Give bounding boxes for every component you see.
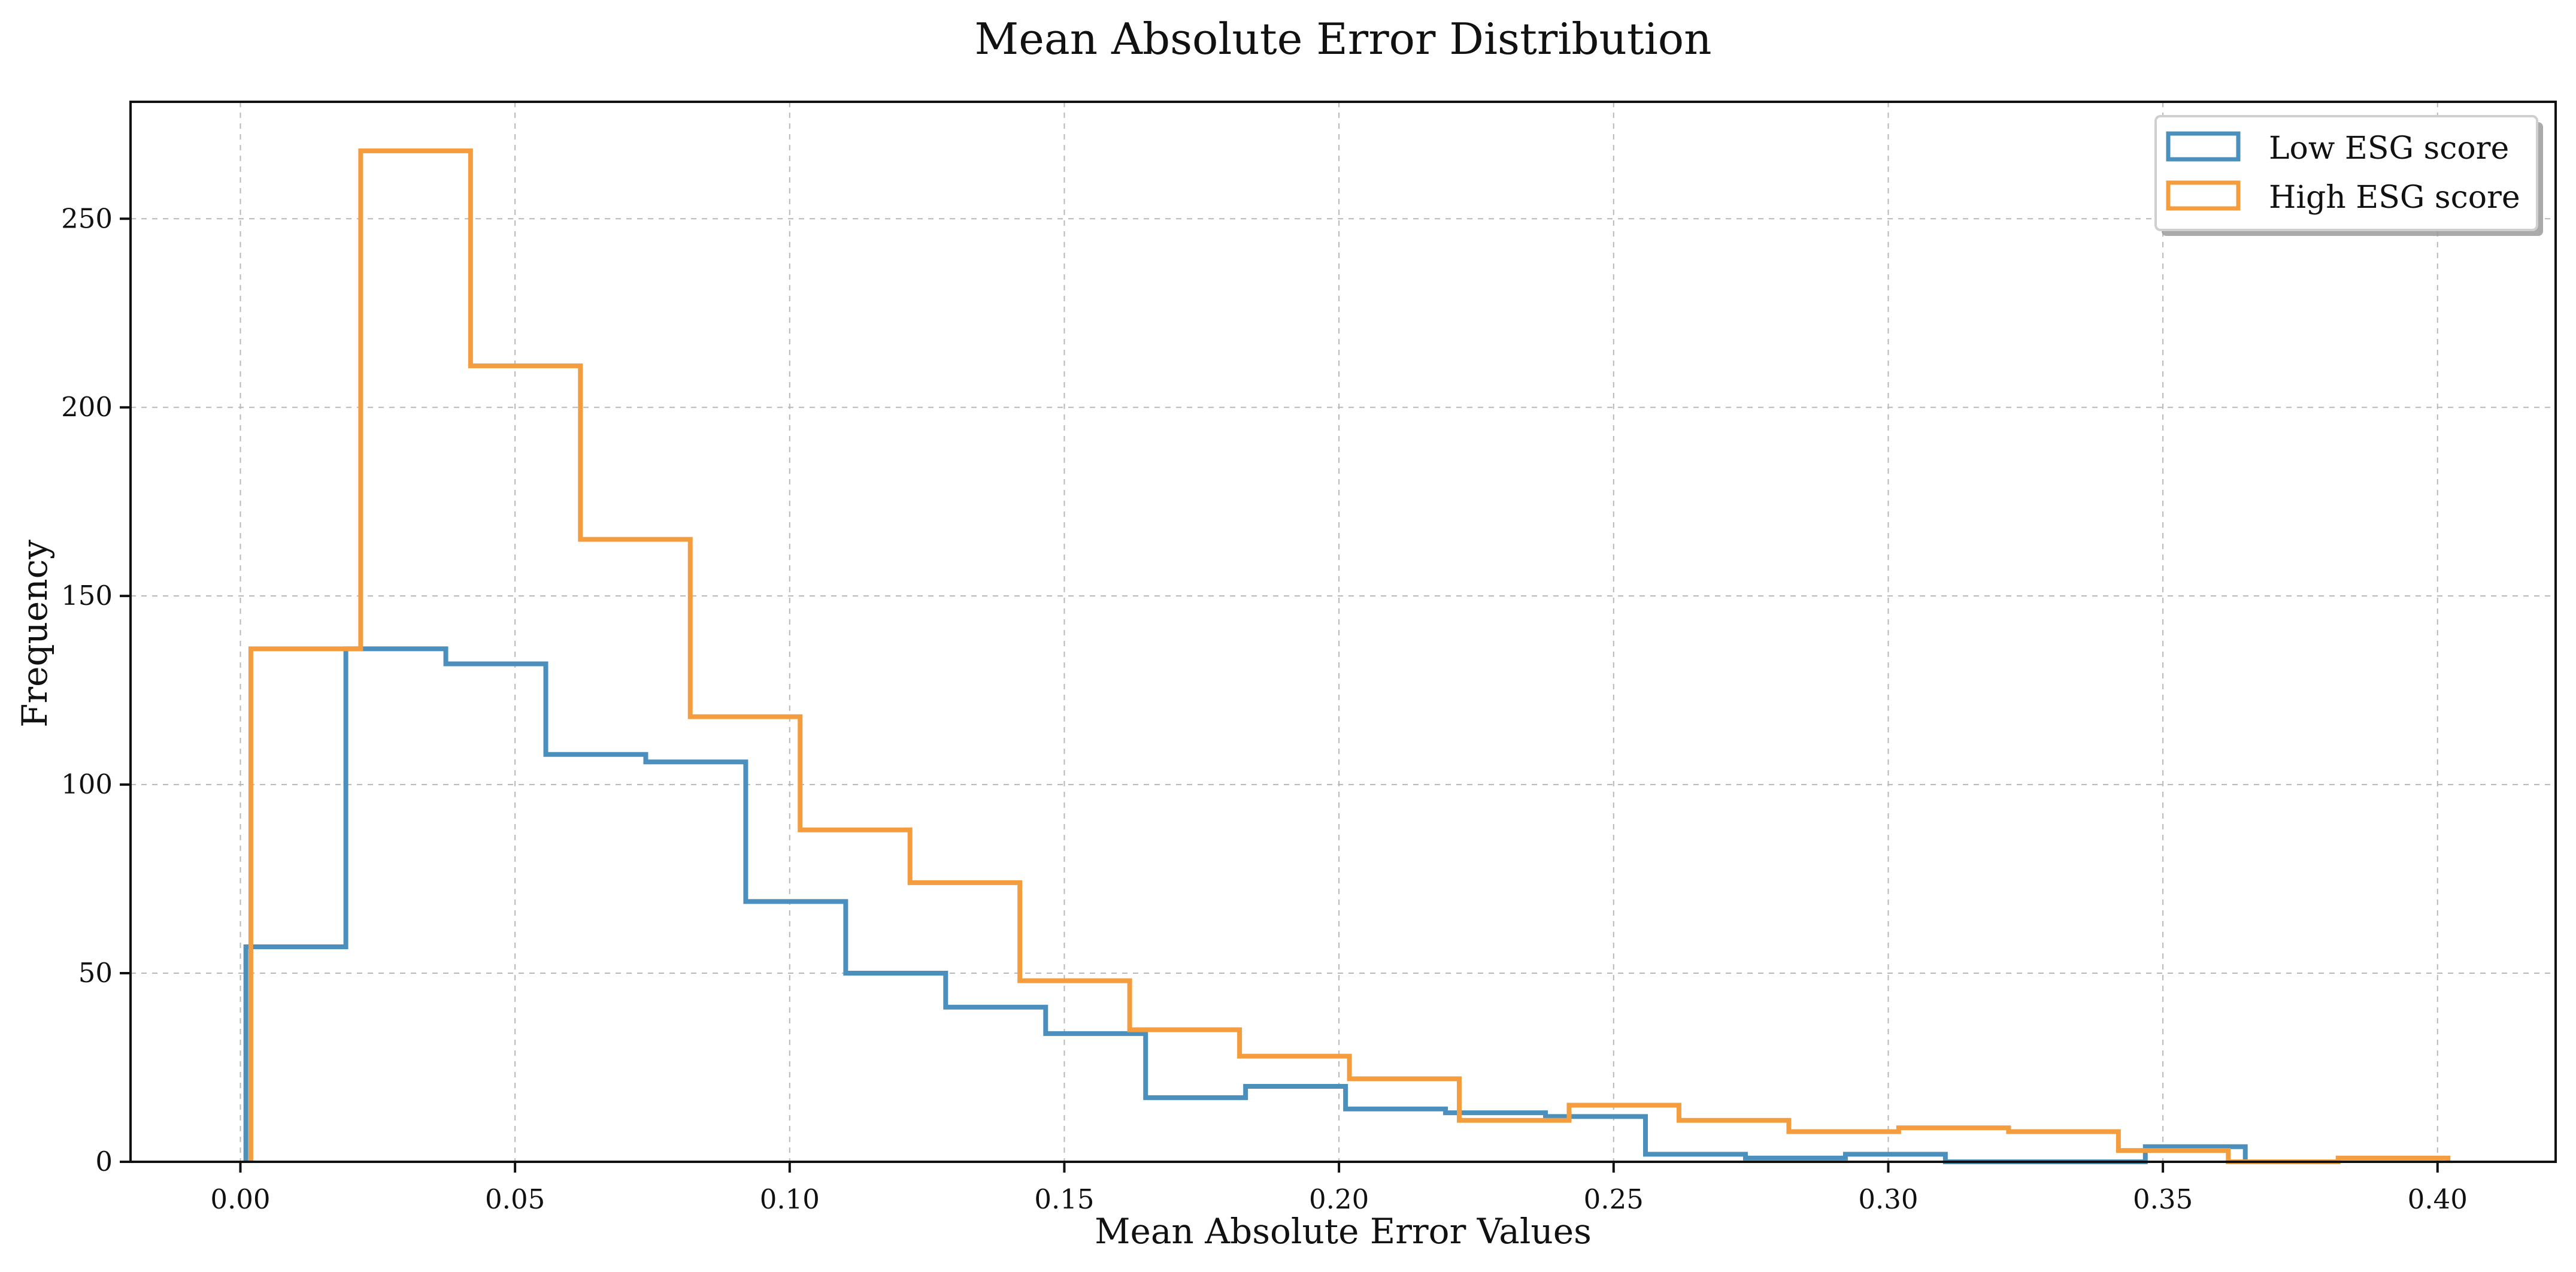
high-esg-histogram-series xyxy=(248,148,2451,1164)
x-tick-label: 0.20 xyxy=(1309,1183,1369,1215)
x-tick-label: 0.35 xyxy=(2133,1183,2193,1215)
tick-layer: 0.00 0.05 0.10 0.15 0.20 0.25 0.30 0.35 0.40 0 50 1… xyxy=(61,202,2468,1215)
x-tick-label: 0.30 xyxy=(1858,1183,1918,1215)
legend-box xyxy=(2154,115,2538,231)
legend: Low ESG score High ESG score xyxy=(2154,115,2543,236)
legend-low-esg-swatch xyxy=(2166,131,2241,162)
x-tick-label: 0.05 xyxy=(485,1183,545,1215)
y-tick-label: 100 xyxy=(61,768,113,800)
y-tick-label: 0 xyxy=(95,1146,113,1177)
plot-frame xyxy=(129,101,2557,1163)
x-tick-label: 0.25 xyxy=(1584,1183,1644,1215)
axes-layer xyxy=(129,101,2557,1163)
grid-layer xyxy=(131,102,2556,1162)
y-tick-label: 200 xyxy=(61,391,113,423)
x-tick-label: 0.00 xyxy=(210,1183,270,1215)
x-tick-label: 0.15 xyxy=(1034,1183,1094,1215)
x-tick-label: 0.10 xyxy=(760,1183,820,1215)
legend-high-esg-swatch xyxy=(2166,180,2241,211)
series-layer xyxy=(243,148,2451,1164)
x-tick-label: 0.40 xyxy=(2408,1183,2468,1215)
chart-title: Mean Absolute Error Distribution xyxy=(975,14,1712,64)
low-esg-histogram-series xyxy=(243,646,2248,1164)
y-tick-label: 250 xyxy=(61,202,113,234)
legend-high-esg-label: High ESG score xyxy=(2269,180,2520,216)
x-axis-label: Mean Absolute Error Values xyxy=(1095,1211,1592,1252)
y-tick-label: 150 xyxy=(61,580,113,611)
y-axis-label: Frequency xyxy=(14,540,55,728)
y-tick-label: 50 xyxy=(78,957,113,989)
legend-low-esg-label: Low ESG score xyxy=(2269,131,2509,166)
